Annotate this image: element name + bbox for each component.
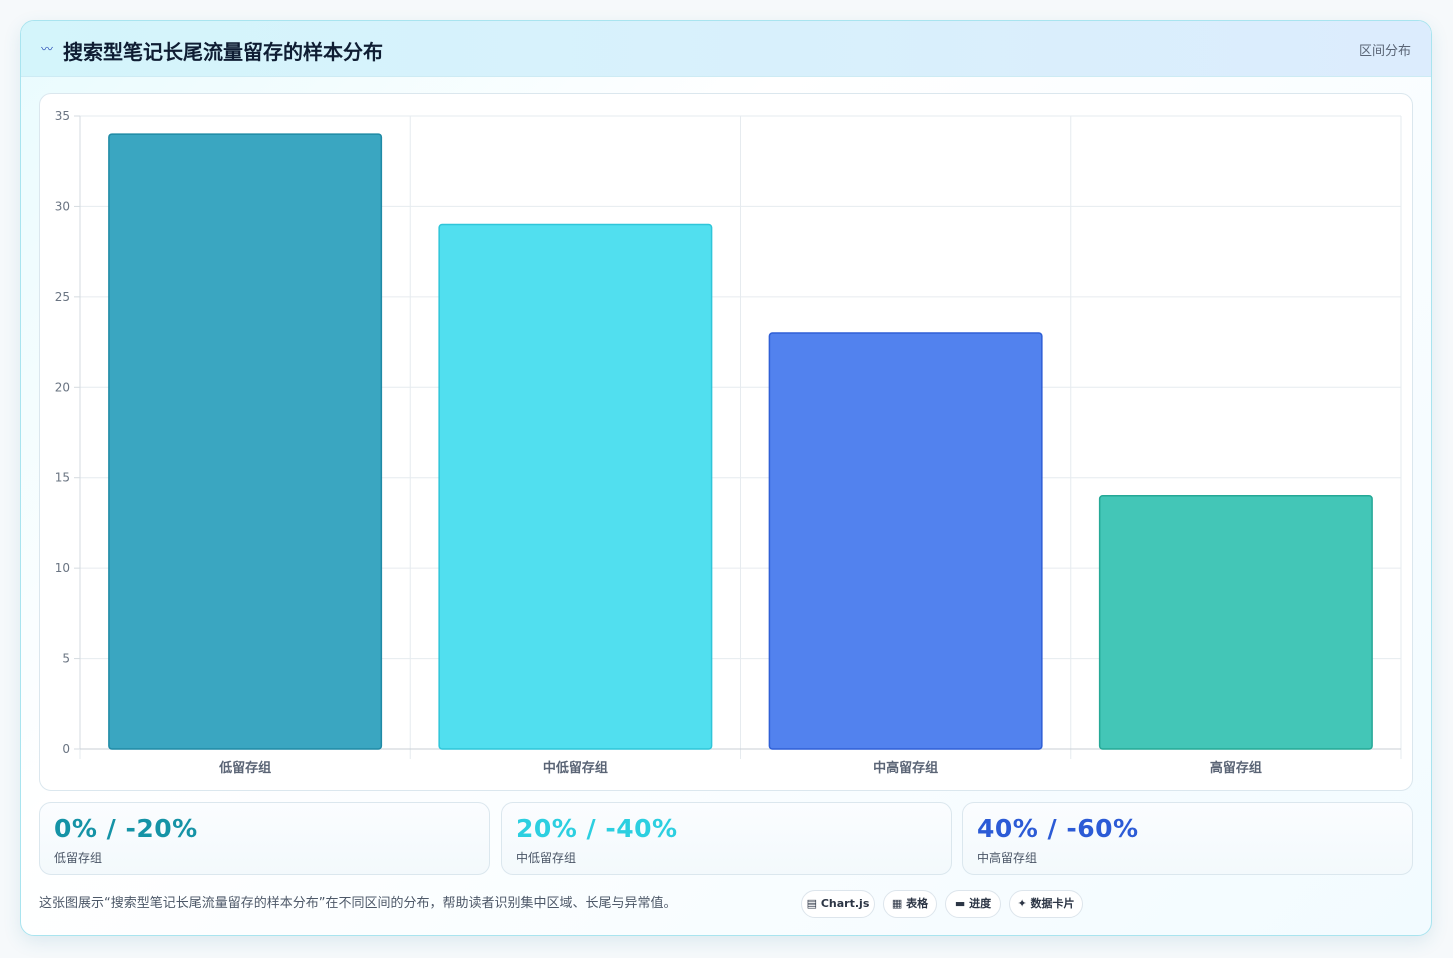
chip-progress[interactable]: ▬ 进度 xyxy=(945,890,1001,918)
progress-icon: ▬ xyxy=(954,897,966,910)
bar-1 xyxy=(108,133,383,750)
bar-4 xyxy=(1098,495,1373,750)
x-tick-label: 中高留存组 xyxy=(873,760,938,776)
stat-card-mid-high: 40% / -60% 中高留存组 xyxy=(962,802,1413,875)
stat-label: 中低留存组 xyxy=(516,851,577,865)
y-tick-label: 5 xyxy=(62,652,70,666)
y-tick-label: 10 xyxy=(55,561,70,575)
bar-3 xyxy=(768,332,1043,750)
page-title: 搜索型笔记长尾流量留存的样本分布 xyxy=(63,40,383,64)
stat-card-low: 0% / -20% 低留存组 xyxy=(39,802,490,875)
stat-label: 低留存组 xyxy=(54,851,103,865)
y-tick-label: 15 xyxy=(55,471,70,485)
y-tick-label: 30 xyxy=(55,199,70,213)
x-tick-label: 高留存组 xyxy=(1210,760,1262,776)
x-tick-label: 中低留存组 xyxy=(543,760,608,776)
chart-card: 〰 搜索型笔记长尾流量留存的样本分布 区间分布 0 5 10 15 20 25 30 35 低留… xyxy=(20,20,1432,936)
sparkle-icon: ✦ xyxy=(1017,897,1027,910)
chip-data-card[interactable]: ✦ 数据卡片 xyxy=(1009,890,1083,918)
chip-label: 数据卡片 xyxy=(1030,897,1075,910)
table-icon: ▦ xyxy=(891,897,903,910)
chart-description: 这张图展示“搜索型笔记长尾流量留存的样本分布”在不同区间的分布，帮助读者识别集中… xyxy=(39,896,677,911)
bar-chart: 0 5 10 15 20 25 30 35 低留存组 中低留存组 中高留存组 高留存组 xyxy=(55,109,1402,776)
stat-value: 20% / -40% xyxy=(516,814,678,843)
chart-panel: 0 5 10 15 20 25 30 35 低留存组 中低留存组 中高留存组 高留存组 xyxy=(39,93,1413,791)
sparkline-icon: 〰 xyxy=(41,42,54,56)
distribution-badge: 区间分布 xyxy=(1358,44,1411,59)
x-tick-label: 低留存组 xyxy=(218,760,271,776)
stat-value: 40% / -60% xyxy=(977,814,1139,843)
stat-label: 中高留存组 xyxy=(977,851,1038,865)
chart-icon: ▤ xyxy=(806,897,818,910)
card-header: 〰 搜索型笔记长尾流量留存的样本分布 区间分布 xyxy=(21,21,1431,77)
y-tick-label: 0 xyxy=(62,742,70,756)
stat-value: 0% / -20% xyxy=(54,814,198,843)
chip-label: 表格 xyxy=(906,897,929,910)
stat-card-mid-low: 20% / -40% 中低留存组 xyxy=(501,802,952,875)
y-tick-label: 25 xyxy=(55,290,70,304)
chip-table[interactable]: ▦ 表格 xyxy=(883,890,937,918)
bar-2 xyxy=(438,223,713,750)
y-tick-label: 20 xyxy=(55,380,70,394)
chip-chartjs[interactable]: ▤ Chart.js xyxy=(801,890,875,918)
chip-label: 进度 xyxy=(969,897,992,910)
y-tick-label: 35 xyxy=(55,109,70,123)
chip-label: Chart.js xyxy=(820,897,870,910)
